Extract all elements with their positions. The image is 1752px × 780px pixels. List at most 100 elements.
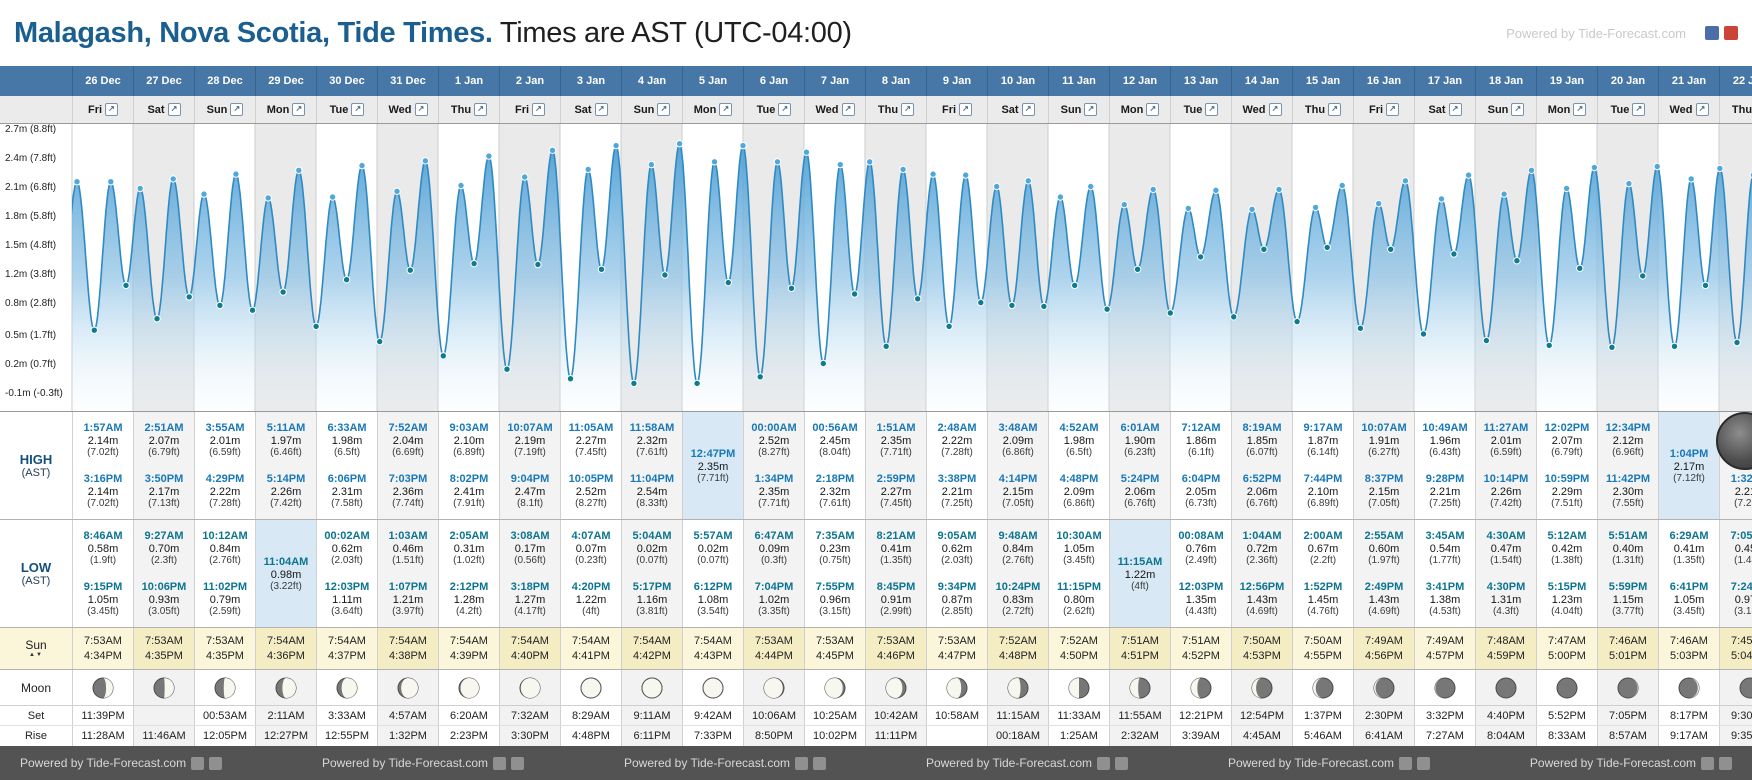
date-header-cell[interactable]: 21 Jan [1658,66,1719,96]
header-icon-blue[interactable] [1705,26,1719,40]
date-header-cell[interactable]: 4 Jan [621,66,682,96]
date-header-cell[interactable]: 15 Jan [1292,66,1353,96]
expand-day-icon[interactable]: ↗ [532,103,546,116]
weekday-cell[interactable]: Wed ↗ [1231,96,1292,123]
weekday-cell[interactable]: Sat ↗ [560,96,621,123]
footer-icon[interactable] [795,756,809,770]
weekday-cell[interactable]: Wed ↗ [804,96,865,123]
expand-day-icon[interactable]: ↗ [414,103,428,116]
expand-day-icon[interactable]: ↗ [1084,103,1098,116]
header-icon-red[interactable] [1724,26,1738,40]
expand-day-icon[interactable]: ↗ [1268,103,1282,116]
date-header-cell[interactable]: 31 Dec [377,66,438,96]
weekday-cell[interactable]: Mon ↗ [1109,96,1170,123]
expand-day-icon[interactable]: ↗ [1511,103,1525,116]
expand-day-icon[interactable]: ↗ [1328,103,1342,116]
expand-day-icon[interactable]: ↗ [1205,103,1219,116]
weekday-cell[interactable]: Mon ↗ [1536,96,1597,123]
weekday-cell[interactable]: Sat ↗ [133,96,194,123]
footer-icon[interactable] [1115,756,1129,770]
footer-icon[interactable] [1399,756,1413,770]
footer-icon[interactable] [1719,756,1732,770]
weekday-cell[interactable]: Thu↗ [1719,96,1752,123]
date-header-cell[interactable]: 13 Jan [1170,66,1231,96]
expand-day-icon[interactable]: ↗ [594,103,608,116]
weekday-cell[interactable]: Fri ↗ [1353,96,1414,123]
expand-day-icon[interactable]: ↗ [901,103,915,116]
weekday-cell[interactable]: Thu↗ [1292,96,1353,123]
date-header-cell[interactable]: 12 Jan [1109,66,1170,96]
weekday-cell[interactable]: Wed ↗ [1658,96,1719,123]
expand-day-icon[interactable]: ↗ [292,103,306,116]
footer-icon[interactable] [493,756,507,770]
sun-times-cell: 7:45AM 5:04PM [1719,628,1752,669]
footer-icon[interactable] [1701,756,1714,770]
weekday-cell[interactable]: Fri ↗ [72,96,133,123]
date-header-cell[interactable]: 18 Jan [1475,66,1536,96]
weekday-cell[interactable]: Fri ↗ [499,96,560,123]
sunset-time: 4:41PM [572,650,610,662]
expand-day-icon[interactable]: ↗ [841,103,855,116]
expand-day-icon[interactable]: ↗ [778,103,792,116]
weekday-cell[interactable]: Thu↗ [865,96,926,123]
expand-day-icon[interactable]: ↗ [474,103,488,116]
expand-day-icon[interactable]: ↗ [719,103,733,116]
expand-day-icon[interactable]: ↗ [1146,103,1160,116]
expand-day-icon[interactable]: ↗ [959,103,973,116]
date-header-cell[interactable]: 29 Dec [255,66,316,96]
date-header-cell[interactable]: 28 Dec [194,66,255,96]
expand-day-icon[interactable]: ↗ [1448,103,1462,116]
date-header-cell[interactable]: 10 Jan [987,66,1048,96]
expand-day-icon[interactable]: ↗ [1386,103,1400,116]
date-header-cell[interactable]: 11 Jan [1048,66,1109,96]
weekday-cell[interactable]: Sun ↗ [194,96,255,123]
date-header-cell[interactable]: 8 Jan [865,66,926,96]
date-header-cell[interactable]: 3 Jan [560,66,621,96]
footer-icon[interactable] [1417,756,1431,770]
date-header-cell[interactable]: 20 Jan [1597,66,1658,96]
weekday-cell[interactable]: Sun ↗ [1048,96,1109,123]
weekday-cell[interactable]: Tue ↗ [1597,96,1658,123]
weekday-cell[interactable]: Tue ↗ [1170,96,1231,123]
expand-day-icon[interactable]: ↗ [1695,103,1709,116]
expand-day-icon[interactable]: ↗ [1021,103,1035,116]
moonset-time: 9:42AM [682,706,743,725]
date-header-cell[interactable]: 26 Dec [72,66,133,96]
date-header-cell[interactable]: 16 Jan [1353,66,1414,96]
date-header-cell[interactable]: 14 Jan [1231,66,1292,96]
footer-icon[interactable] [209,756,223,770]
date-header-cell[interactable]: 7 Jan [804,66,865,96]
date-header-cell[interactable]: 27 Dec [133,66,194,96]
weekday-cell[interactable]: Wed ↗ [377,96,438,123]
footer-icon[interactable] [1097,756,1111,770]
expand-day-icon[interactable]: ↗ [657,103,671,116]
weekday-cell[interactable]: Mon ↗ [255,96,316,123]
date-header-cell[interactable]: 30 Dec [316,66,377,96]
weekday-cell[interactable]: Fri ↗ [926,96,987,123]
weekday-cell[interactable]: Tue ↗ [316,96,377,123]
weekday-cell[interactable]: Thu↗ [438,96,499,123]
date-header-cell[interactable]: 5 Jan [682,66,743,96]
weekday-cell[interactable]: Tue ↗ [743,96,804,123]
expand-day-icon[interactable]: ↗ [1632,103,1646,116]
footer-icon[interactable] [813,756,827,770]
date-header-cell[interactable]: 22 Jan [1719,66,1752,96]
weekday-cell[interactable]: Sat ↗ [1414,96,1475,123]
date-header-cell[interactable]: 9 Jan [926,66,987,96]
expand-day-icon[interactable]: ↗ [351,103,365,116]
expand-day-icon[interactable]: ↗ [1573,103,1587,116]
weekday-cell[interactable]: Sun ↗ [621,96,682,123]
weekday-cell[interactable]: Mon ↗ [682,96,743,123]
date-header-cell[interactable]: 1 Jan [438,66,499,96]
date-header-cell[interactable]: 6 Jan [743,66,804,96]
footer-icon[interactable] [191,756,205,770]
date-header-cell[interactable]: 2 Jan [499,66,560,96]
footer-icon[interactable] [511,756,525,770]
expand-day-icon[interactable]: ↗ [230,103,244,116]
date-header-cell[interactable]: 17 Jan [1414,66,1475,96]
weekday-cell[interactable]: Sat ↗ [987,96,1048,123]
weekday-cell[interactable]: Sun ↗ [1475,96,1536,123]
date-header-cell[interactable]: 19 Jan [1536,66,1597,96]
expand-day-icon[interactable]: ↗ [167,103,181,116]
expand-day-icon[interactable]: ↗ [105,103,119,116]
